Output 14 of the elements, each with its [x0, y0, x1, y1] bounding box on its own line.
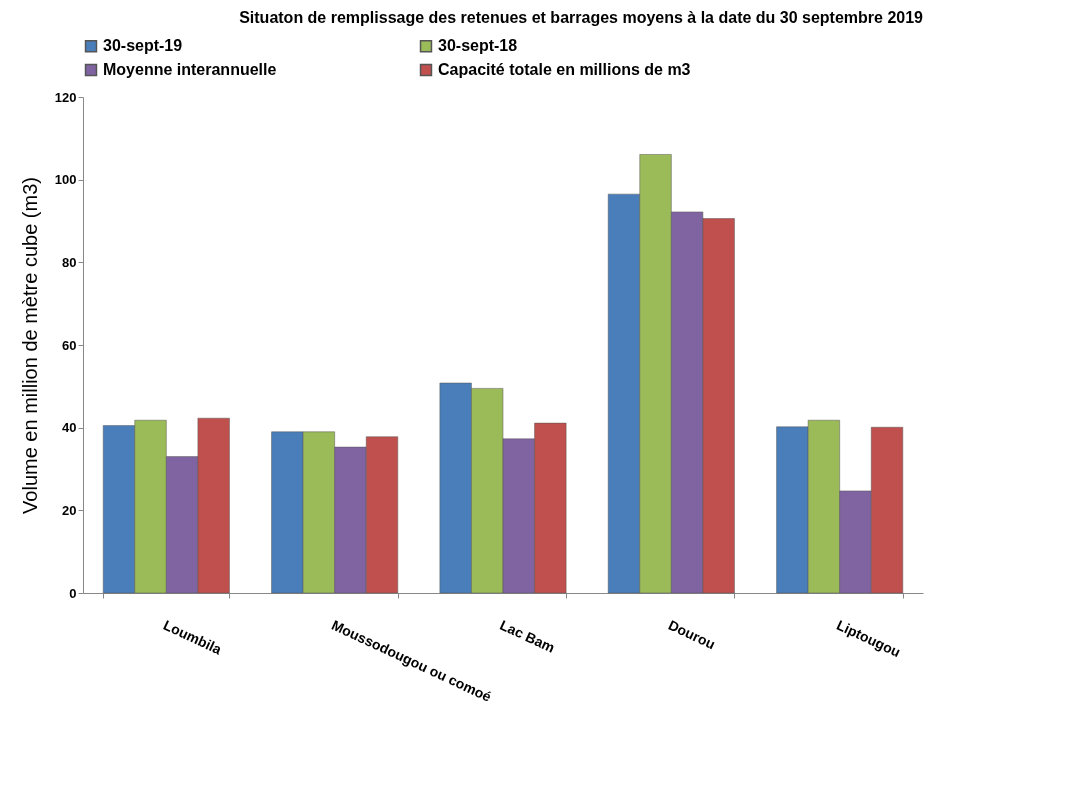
y-tick-label: 40: [62, 420, 77, 436]
chart-title: Situaton de remplissage des retenues et barrages moyens à la date du 30 septembre 2019: [239, 9, 924, 26]
legend-label: Capacité totale en millions de m3: [438, 61, 691, 78]
legend-label: 30-sept-19: [103, 37, 183, 55]
legend-label: Moyenne interannuelle: [103, 61, 277, 78]
y-tick-label: 0: [69, 585, 77, 601]
x-tick-label: Lac Bam: [497, 616, 558, 656]
y-tick-label: 60: [62, 337, 77, 353]
y-tick-label: 20: [62, 502, 77, 518]
y-axis-title: Volume en million de mètre cube (m3): [18, 177, 41, 514]
y-tick-label: 100: [54, 172, 77, 188]
y-tick-label: 80: [62, 254, 77, 270]
y-tick-label: 120: [54, 89, 77, 105]
legend-label: 30-sept-18: [438, 37, 518, 55]
